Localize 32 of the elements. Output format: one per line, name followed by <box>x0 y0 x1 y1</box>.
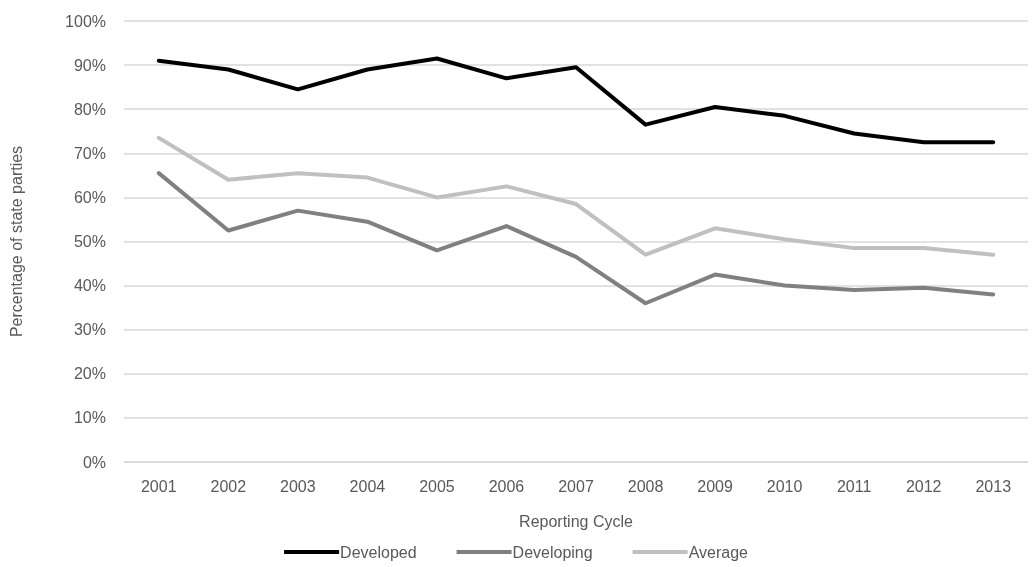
y-tick-label: 20% <box>73 365 106 383</box>
x-axis-title: Reporting Cycle <box>519 512 634 530</box>
x-tick-label: 2007 <box>558 477 594 495</box>
x-tick-label: 2010 <box>766 477 803 495</box>
line-series <box>156 56 996 145</box>
x-tick-label: 2003 <box>280 477 316 495</box>
y-tick-label: 90% <box>73 56 106 74</box>
y-tick-label: 30% <box>73 321 106 339</box>
y-tick-label: 70% <box>73 144 106 162</box>
y-tick-label: 50% <box>73 233 106 250</box>
x-tick-label: 2011 <box>836 477 872 495</box>
legend-label: Developing <box>512 543 593 561</box>
x-tick-label: 2012 <box>905 477 942 495</box>
x-tick-label: 2001 <box>140 477 177 495</box>
y-tick-label: 40% <box>73 277 106 295</box>
x-tick-label: 2008 <box>627 477 664 495</box>
line-series <box>156 171 996 306</box>
x-tick-label: 2009 <box>697 477 733 495</box>
y-tick-label: 80% <box>73 100 106 118</box>
y-tick-label: 0% <box>82 453 106 471</box>
x-tick-label: 2013 <box>975 477 1012 495</box>
legend-label: Developed <box>340 543 417 561</box>
y-tick-label: 100% <box>65 12 106 30</box>
x-tick-label: 2004 <box>349 477 386 495</box>
y-tick-label: 60% <box>73 188 106 206</box>
x-tick-label: 2002 <box>210 477 247 495</box>
y-tick-label: 10% <box>73 409 106 427</box>
line-series <box>156 135 996 257</box>
y-axis-title: Percentage of state parties <box>7 145 25 338</box>
x-tick-label: 2006 <box>488 477 525 495</box>
x-tick-label: 2005 <box>419 477 455 495</box>
legend-label: Average <box>688 543 749 561</box>
